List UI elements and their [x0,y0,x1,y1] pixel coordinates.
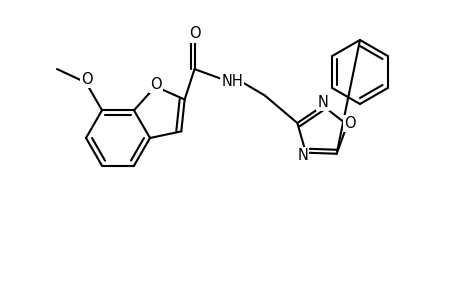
Text: NH: NH [221,74,242,89]
Text: N: N [297,148,308,163]
Text: O: O [188,26,200,41]
Text: O: O [150,77,162,92]
Text: O: O [81,72,93,87]
Text: N: N [317,95,328,110]
Text: O: O [344,116,355,131]
